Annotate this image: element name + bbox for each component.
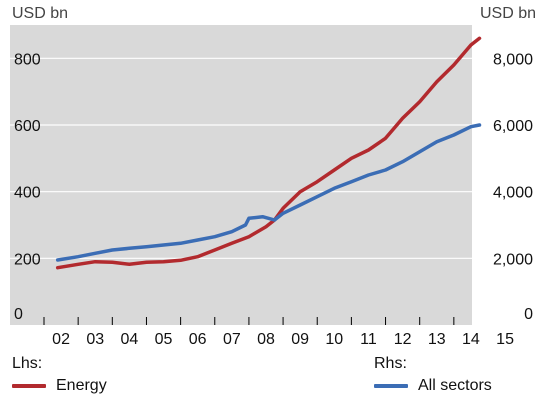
left-tick-label: 200: [14, 251, 41, 268]
left-axis-unit-label: USD bn: [12, 5, 68, 22]
x-tick-label: 12: [394, 331, 412, 345]
x-tick-label: 11: [360, 331, 377, 345]
legend-label-all-sectors: All sectors: [418, 377, 492, 394]
left-tick-label: 600: [14, 118, 41, 135]
plot-area: [10, 25, 472, 325]
right-tick-label: 8,000: [493, 51, 533, 68]
x-tick-label: 07: [223, 331, 241, 345]
x-tick-label: 08: [257, 331, 275, 345]
chart: 02 03 04 05 06 07 08 09 10 11 12 13 14 15 0 200 400 600 8…: [10, 5, 536, 345]
x-tick-label: 10: [325, 331, 343, 345]
x-tick-label: 09: [291, 331, 309, 345]
legend-item-all-sectors: All sectors: [374, 377, 492, 395]
right-axis-unit-label: USD bn: [480, 5, 536, 22]
x-tick-label: 05: [155, 331, 173, 345]
x-tick-label: 15: [496, 331, 514, 345]
left-tick-label: 0: [14, 306, 23, 323]
left-tick-label: 400: [14, 185, 41, 202]
x-axis: 02 03 04 05 06 07 08 09 10 11 12 13 14 15: [43, 317, 514, 345]
right-tick-label: 4,000: [493, 185, 533, 202]
legend-swatch-all-sectors: [374, 384, 408, 388]
legend-rhs-heading: Rhs:: [374, 355, 407, 372]
legend-swatch-energy: [12, 384, 46, 388]
x-tick-label: 14: [462, 331, 480, 345]
legend-label-energy: Energy: [56, 377, 107, 394]
x-tick-label: 02: [52, 331, 70, 345]
x-tick-label: 04: [120, 331, 138, 345]
right-tick-label: 6,000: [493, 118, 533, 135]
right-tick-label: 0: [524, 306, 533, 323]
right-tick-label: 2,000: [493, 251, 533, 268]
right-axis: 0 2,000 4,000 6,000 8,000: [493, 51, 533, 323]
left-tick-label: 800: [14, 51, 41, 68]
x-tick-label: 13: [428, 331, 446, 345]
series-line-all-sectors: [55, 123, 482, 262]
x-tick-label: 06: [189, 331, 207, 345]
series-layer: [55, 36, 482, 270]
legend-lhs-heading: Lhs:: [12, 355, 43, 372]
left-axis: 0 200 400 600 800: [14, 51, 41, 323]
x-tick-label: 03: [86, 331, 104, 345]
legend-item-energy: Energy: [12, 377, 107, 395]
gridlines: [10, 57, 472, 259]
